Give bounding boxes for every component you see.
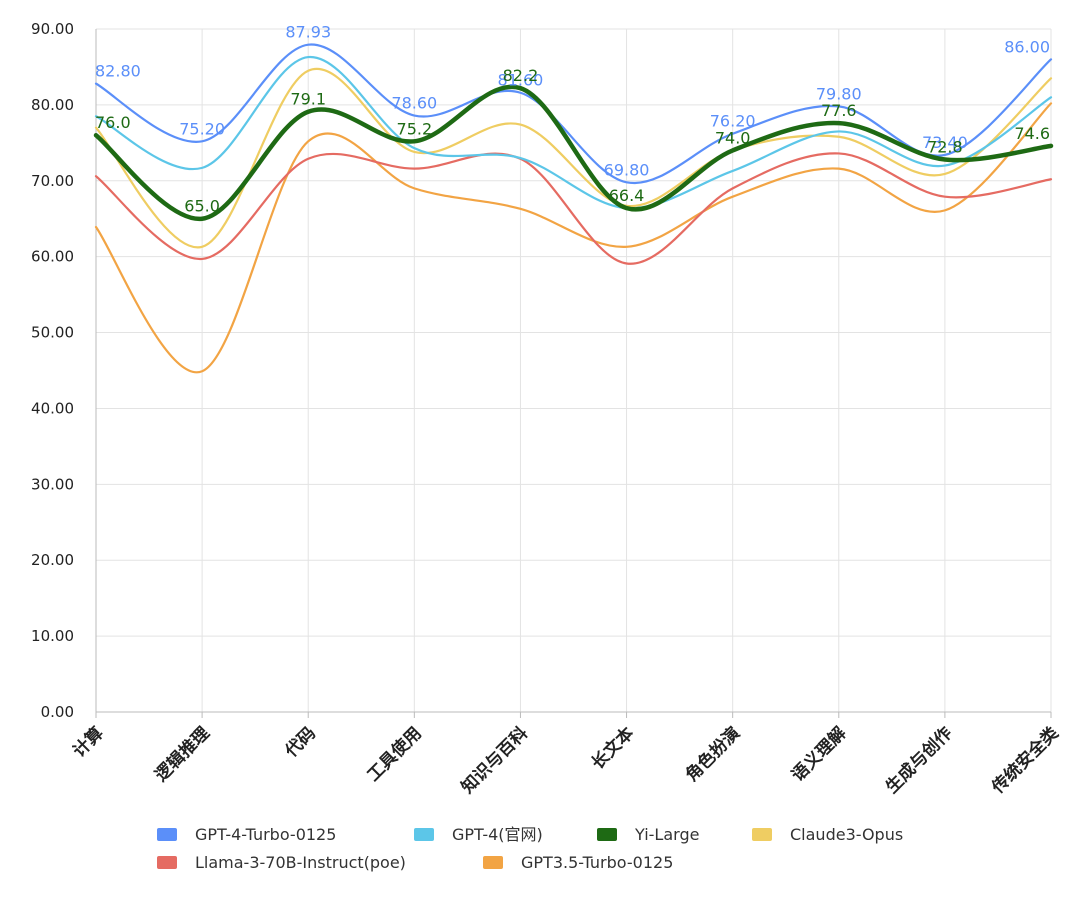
- y-tick-label: 50.00: [31, 324, 74, 342]
- series-line-yi-large: [93, 84, 1054, 221]
- x-tick-label: 代码: [280, 723, 320, 763]
- series-lines: [93, 43, 1054, 374]
- series-line-gpt-4-turbo-0125: [94, 43, 1053, 185]
- x-tick-label: 工具使用: [363, 723, 426, 786]
- y-tick-label: 30.00: [31, 475, 74, 493]
- data-label: 87.93: [285, 23, 331, 42]
- x-tick-label: 角色扮演: [681, 723, 744, 786]
- legend-swatch: [414, 828, 434, 841]
- y-tick-label: 90.00: [31, 20, 74, 38]
- series-line-gpt3-5-turbo-0125: [94, 102, 1053, 374]
- series-line-gpt-4-: [94, 55, 1053, 210]
- data-label: 75.20: [179, 119, 225, 138]
- legend-swatch: [752, 828, 772, 841]
- data-label: 86.00: [1004, 37, 1050, 56]
- y-tick-label: 20.00: [31, 551, 74, 569]
- data-label: 76.20: [710, 112, 756, 131]
- legend-label: Yi-Large: [634, 825, 699, 844]
- data-label: 76.0: [95, 113, 131, 132]
- data-label: 79.80: [816, 84, 862, 103]
- x-tick-label: 逻辑推理: [151, 723, 214, 786]
- data-label: 81.60: [498, 71, 544, 90]
- legend-label: GPT-4(官网): [452, 825, 543, 844]
- x-tick-label: 计算: [69, 723, 108, 762]
- x-tick-label: 知识与百科: [456, 723, 532, 799]
- data-label: 82.2: [503, 66, 539, 85]
- x-tick-label: 传统安全类: [987, 722, 1063, 798]
- data-label: 78.60: [391, 94, 437, 113]
- data-label: 77.6: [821, 101, 857, 120]
- legend-swatch: [157, 856, 177, 869]
- data-labels: 82.80 75.20 87.93 78.60 81.60 69.80 76.20 79.80…: [95, 23, 1050, 216]
- x-tick-label: 生成与创作: [881, 723, 956, 798]
- data-label: 82.80: [95, 62, 141, 81]
- legend-item[interactable]: Yi-Large: [597, 825, 699, 844]
- legend: GPT-4-Turbo-0125 GPT-4(官网) Yi-Large Claude3…: [157, 825, 903, 872]
- legend-swatch: [483, 856, 503, 869]
- legend-label: Claude3-Opus: [790, 825, 903, 844]
- y-tick-label: 60.00: [31, 248, 74, 266]
- data-label: 75.2: [397, 119, 433, 138]
- legend-swatch: [597, 828, 617, 841]
- legend-label: Llama-3-70B-Instruct(poe): [195, 853, 406, 872]
- y-tick-label: 40.00: [31, 399, 74, 417]
- data-label: 69.80: [604, 160, 650, 179]
- series-line-llama-3-70b-instruct-poe-: [94, 152, 1053, 265]
- legend-item[interactable]: Llama-3-70B-Instruct(poe): [157, 853, 406, 872]
- data-label: 79.1: [290, 90, 326, 109]
- y-tick-label: 0.00: [41, 703, 74, 721]
- data-label: 73.40: [922, 133, 968, 152]
- legend-label: GPT-4-Turbo-0125: [195, 825, 336, 844]
- legend-item[interactable]: GPT-4(官网): [414, 825, 543, 844]
- data-label: 66.4: [609, 186, 645, 205]
- series-line-claude3-opus: [94, 67, 1053, 249]
- data-label: 72.8: [927, 138, 963, 157]
- legend-item[interactable]: GPT-4-Turbo-0125: [157, 825, 336, 844]
- x-tick-label: 语义理解: [787, 723, 850, 786]
- data-label: 65.0: [184, 197, 220, 216]
- y-tick-label: 10.00: [31, 627, 74, 645]
- y-tick-label: 80.00: [31, 96, 74, 114]
- x-tick-label: 长文本: [587, 723, 638, 774]
- data-label: 74.6: [1014, 124, 1050, 143]
- legend-item[interactable]: GPT3.5-Turbo-0125: [483, 853, 673, 872]
- legend-item[interactable]: Claude3-Opus: [752, 825, 903, 844]
- y-tick-label: 70.00: [31, 172, 74, 190]
- data-label: 74.0: [715, 128, 751, 147]
- legend-swatch: [157, 828, 177, 841]
- legend-label: GPT3.5-Turbo-0125: [521, 853, 673, 872]
